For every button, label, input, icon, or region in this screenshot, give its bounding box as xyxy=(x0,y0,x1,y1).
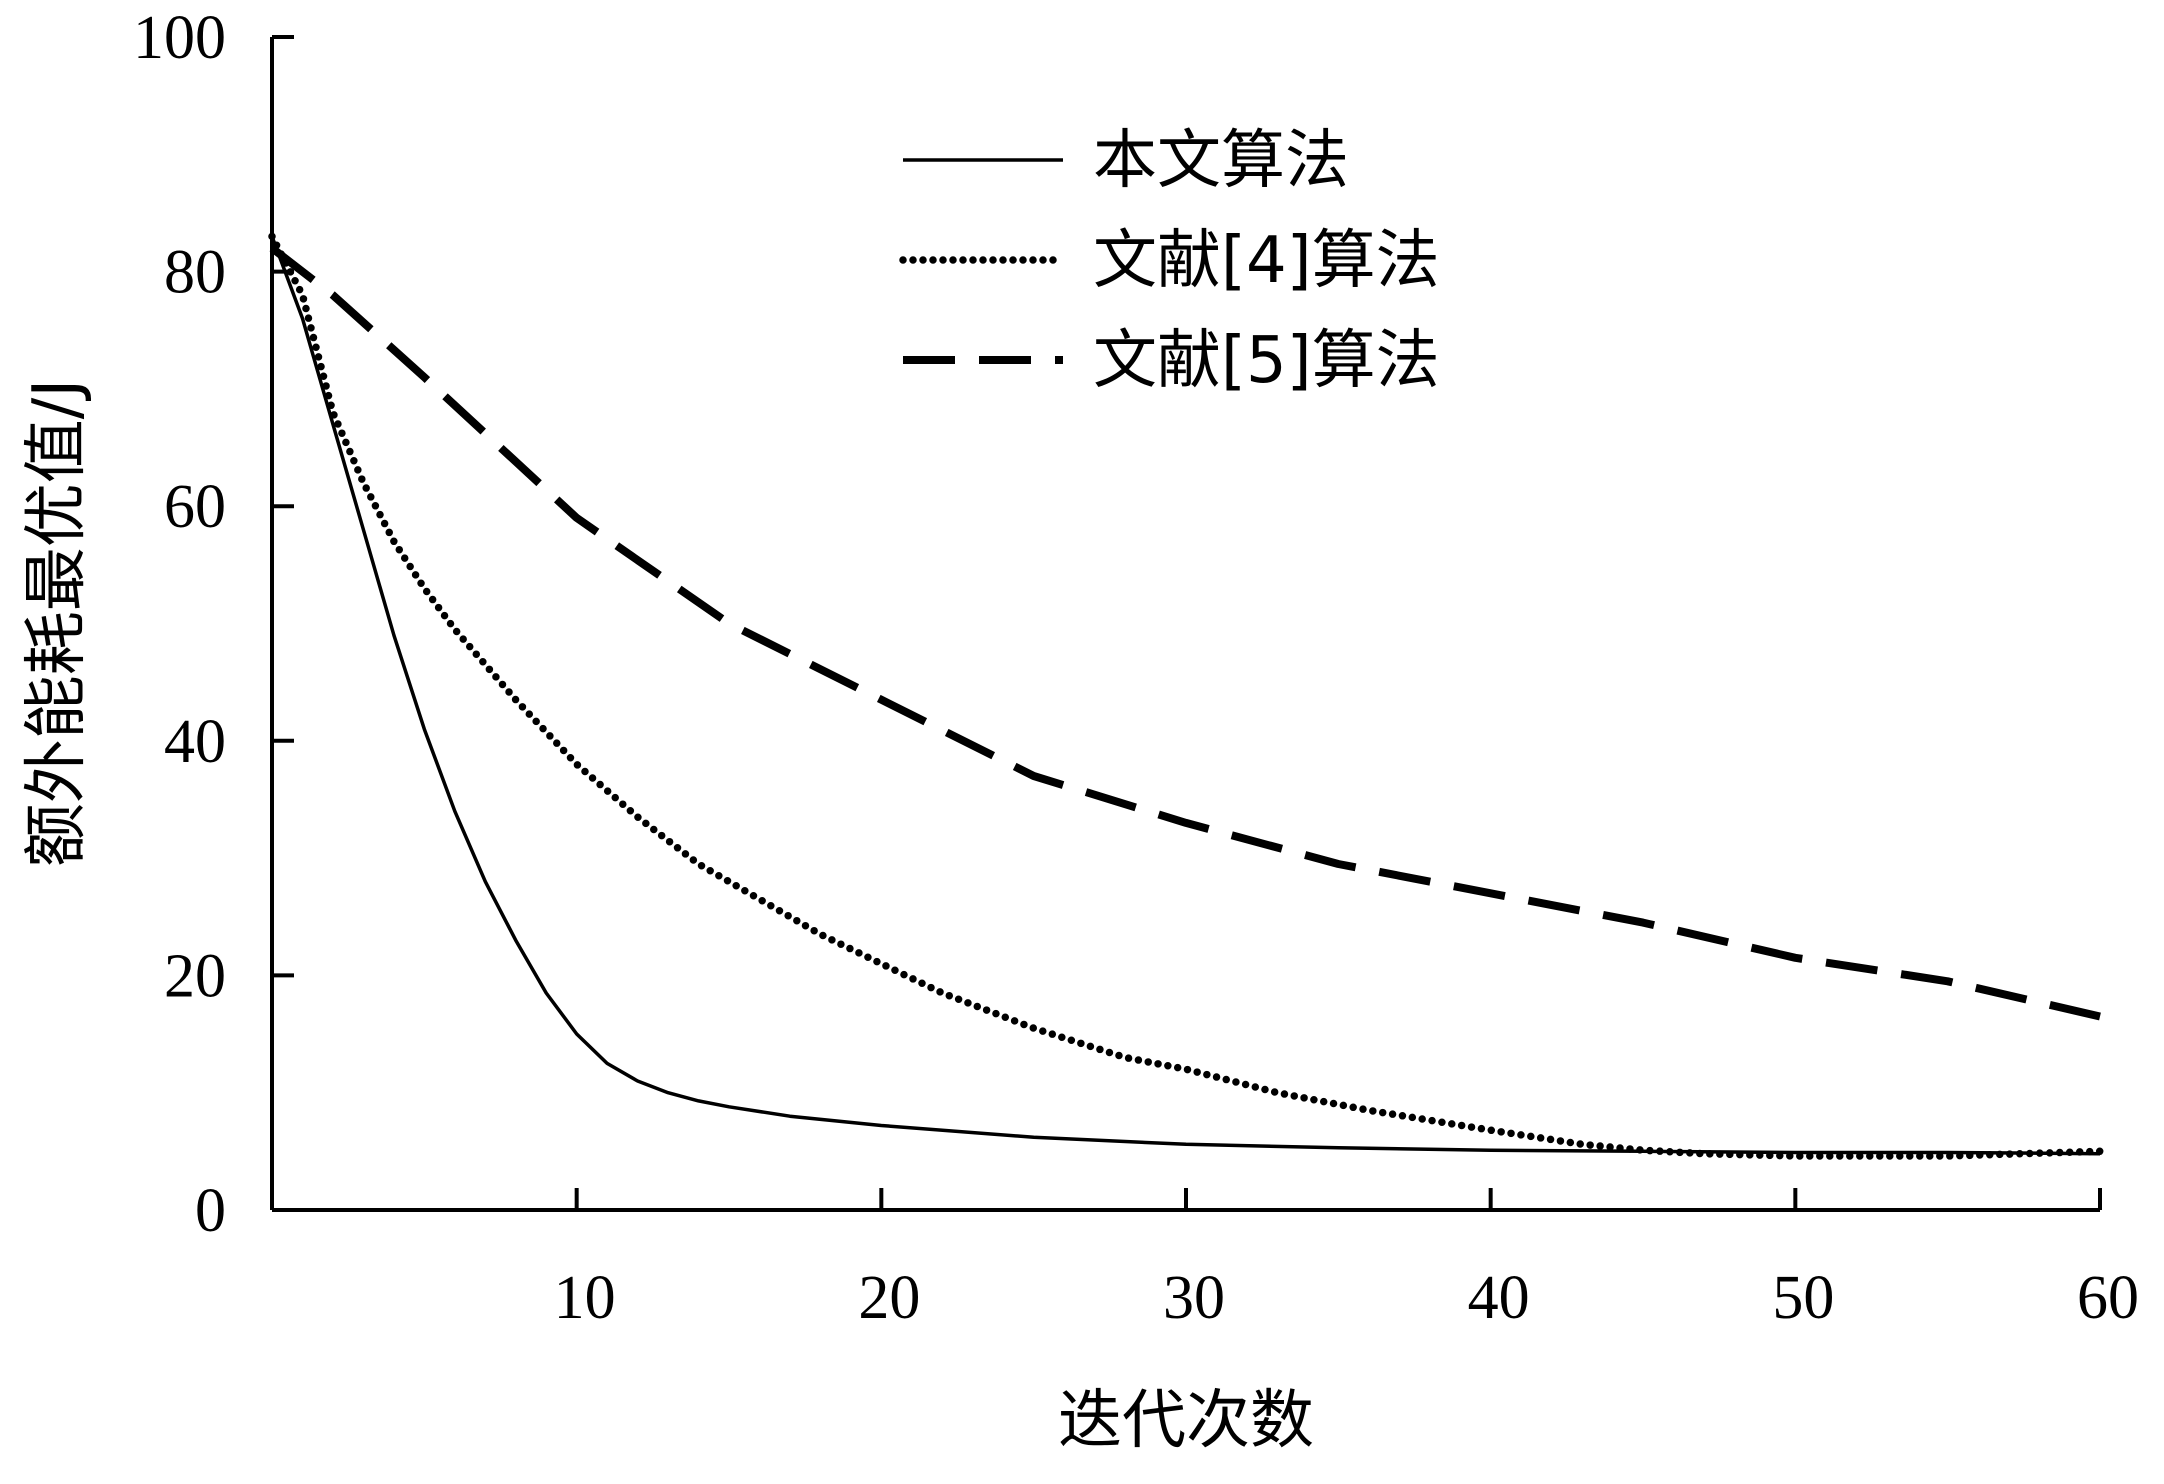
legend-label-3: 文献[5]算法 xyxy=(1093,324,1440,398)
y-axis-title: 额外能耗最优值/J xyxy=(20,379,94,867)
y-tick-label: 80 xyxy=(164,239,226,307)
legend-label-1: 本文算法 xyxy=(1093,124,1349,198)
y-tick-label: 0 xyxy=(195,1177,226,1245)
x-tick-label: 20 xyxy=(858,1264,920,1332)
y-tick-label: 20 xyxy=(164,942,226,1010)
axes xyxy=(270,37,2100,1212)
x-tick-label: 10 xyxy=(554,1264,616,1332)
x-tick-label: 60 xyxy=(2077,1264,2139,1332)
series-group xyxy=(268,232,2104,1160)
x-axis-title: 迭代次数 xyxy=(1058,1384,1314,1458)
x-tick-label: 40 xyxy=(1468,1264,1530,1332)
y-tick-label: 100 xyxy=(133,4,226,72)
series-line-2 xyxy=(268,232,2104,1160)
ticks: 0 20 40 60 80 100 10 20 30 40 50 60 xyxy=(133,4,2139,1332)
legend-label-2: 文献[4]算法 xyxy=(1093,224,1440,298)
y-tick-label: 60 xyxy=(164,473,226,541)
x-tick-label: 50 xyxy=(1772,1264,1834,1332)
y-tick-label: 40 xyxy=(164,708,226,776)
x-tick-label: 30 xyxy=(1163,1264,1225,1332)
series-line-1 xyxy=(270,235,2101,1156)
series-line-3 xyxy=(269,244,2101,1021)
